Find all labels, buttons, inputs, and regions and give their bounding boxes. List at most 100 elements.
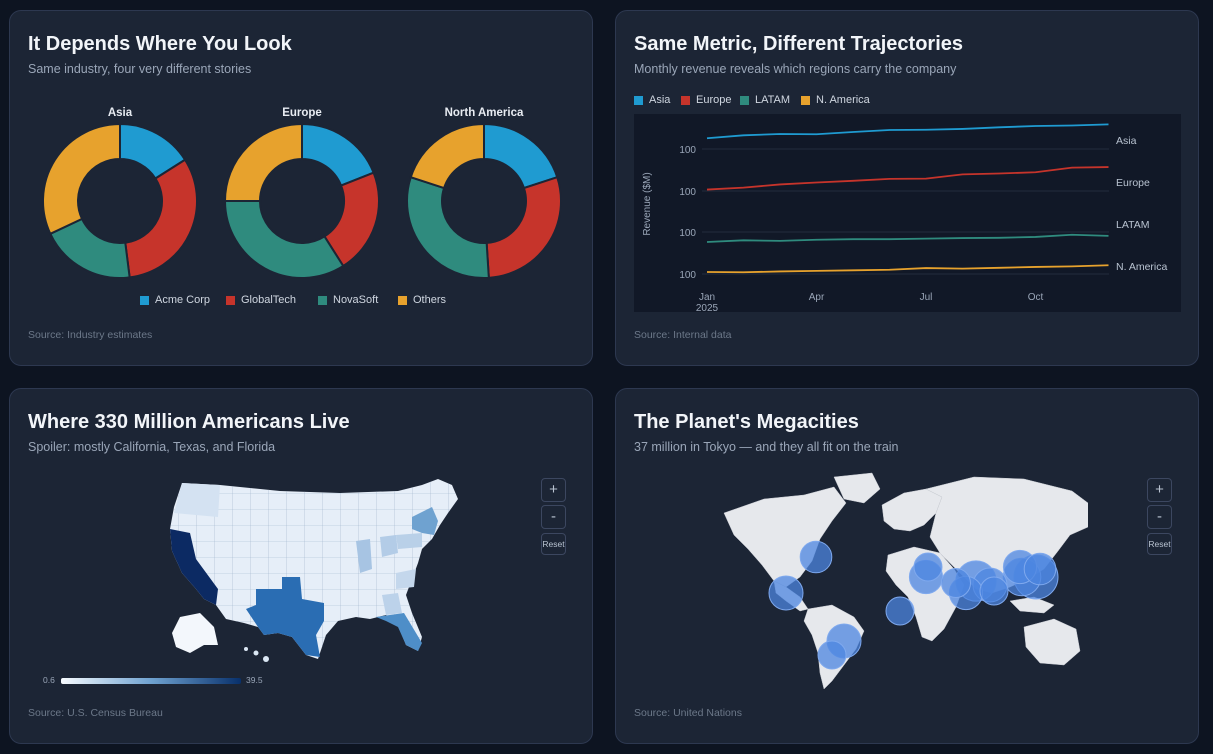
state-hawaii[interactable]: [253, 650, 259, 656]
series-end-label: Europe: [1116, 177, 1150, 189]
card-source: Source: Internal data: [634, 329, 732, 341]
donut-slice-others[interactable]: [223, 122, 303, 202]
state-pennsylvania[interactable]: [396, 533, 422, 549]
zoom-reset-button[interactable]: Reset: [541, 533, 566, 555]
state-alaska[interactable]: [172, 613, 218, 653]
donut-slice-novasoft[interactable]: [223, 200, 345, 279]
legend-swatch: [681, 95, 690, 105]
legend-item-europe[interactable]: Europe: [681, 94, 731, 106]
city-bubble-kolkata[interactable]: [979, 576, 1009, 606]
colorbar-min-label: 0.6: [43, 675, 55, 685]
zoom-reset-button[interactable]: Reset: [1147, 533, 1172, 555]
series-line-europe[interactable]: [706, 166, 1109, 191]
continent-north-america: [723, 486, 847, 588]
continent-indonesia: [1009, 596, 1055, 614]
card-title: It Depends Where You Look: [28, 33, 292, 55]
state-florida[interactable]: [376, 613, 422, 651]
donut-chart-card: It Depends Where You Look Same industry,…: [9, 10, 593, 366]
city-bubble-buenos-aires[interactable]: [817, 640, 847, 670]
state-california[interactable]: [170, 529, 218, 605]
series-line-asia[interactable]: [706, 123, 1109, 140]
donut-title: Asia: [108, 107, 133, 119]
line-chart-card: Same Metric, Different Trajectories Mont…: [615, 10, 1199, 366]
legend-swatch: [398, 295, 407, 305]
card-source: Source: United Nations: [634, 707, 742, 719]
legend-swatch: [226, 295, 235, 305]
legend-label: Acme Corp: [155, 294, 211, 306]
continent-australia: [1023, 618, 1081, 666]
legend-item-n-america[interactable]: N. America: [801, 94, 870, 106]
card-source: Source: Industry estimates: [28, 329, 153, 341]
legend-swatch: [801, 95, 810, 105]
donut-slice-acme-corp[interactable]: [483, 122, 559, 190]
city-bubble-osaka[interactable]: [1023, 552, 1057, 586]
legend-item-asia[interactable]: Asia: [634, 94, 670, 106]
card-title: Where 330 Million Americans Live: [28, 411, 350, 433]
donut-slice-globaltech[interactable]: [124, 158, 198, 279]
series-end-label: N. America: [1116, 261, 1168, 273]
legend-swatch: [634, 95, 643, 105]
world-map[interactable]: [704, 469, 1088, 691]
state-hawaii[interactable]: [263, 656, 269, 662]
donut-title: Europe: [282, 107, 322, 119]
donut-slice-others[interactable]: [409, 122, 485, 190]
series-line-n-america[interactable]: [706, 264, 1109, 274]
line-legend: Asia Europe LATAM N. America: [634, 94, 1034, 108]
series-end-label: Asia: [1116, 135, 1137, 147]
continent-greenland: [833, 472, 881, 504]
legend-item-globaltech[interactable]: GlobalTech: [226, 294, 296, 306]
choropleth-card: Where 330 Million Americans Live Spoiler…: [9, 388, 593, 744]
city-bubble-karachi[interactable]: [941, 568, 971, 598]
bubble-map-card: The Planet's Megacities 37 million in To…: [615, 388, 1199, 744]
city-bubbles: [768, 540, 1059, 670]
state-illinois[interactable]: [356, 539, 372, 573]
card-title: The Planet's Megacities: [634, 411, 859, 433]
donut-slice-others[interactable]: [42, 122, 121, 236]
x-tick-label: Jul: [920, 292, 933, 303]
state-washington[interactable]: [174, 483, 220, 517]
legend-label: LATAM: [755, 94, 791, 106]
state-hawaii[interactable]: [244, 647, 248, 651]
city-bubble-istanbul[interactable]: [913, 552, 943, 582]
legend-swatch: [140, 295, 149, 305]
card-title: Same Metric, Different Trajectories: [634, 33, 964, 55]
legend-label: Others: [413, 294, 447, 306]
legend-label: GlobalTech: [241, 294, 297, 306]
donut-slice-novasoft[interactable]: [406, 175, 490, 279]
legend-item-others[interactable]: Others: [398, 294, 446, 306]
state-texas[interactable]: [246, 577, 324, 657]
city-bubble-lagos[interactable]: [885, 596, 915, 626]
state-new-york[interactable]: [412, 507, 438, 535]
colorbar: [61, 678, 241, 684]
city-bubble-mexico-city[interactable]: [768, 575, 804, 611]
zoom-out-button[interactable]: -: [541, 505, 566, 529]
series-line-latam[interactable]: [706, 233, 1109, 243]
legend-label: NovaSoft: [333, 294, 379, 306]
zoom-in-button[interactable]: +: [1147, 478, 1172, 502]
card-subtitle: Spoiler: mostly California, Texas, and F…: [28, 440, 276, 454]
zoom-in-button[interactable]: +: [541, 478, 566, 502]
colorbar-max-label: 39.5: [246, 675, 263, 685]
x-tick-label: Jan: [699, 292, 715, 303]
state-georgia[interactable]: [382, 593, 402, 615]
x-tick-label: Apr: [809, 292, 825, 303]
card-subtitle: Same industry, four very different stori…: [28, 62, 252, 76]
y-axis-label: Revenue ($M): [642, 172, 653, 235]
state-ohio[interactable]: [380, 535, 398, 557]
zoom-out-button[interactable]: -: [1147, 505, 1172, 529]
donut-title: North America: [445, 107, 524, 119]
us-map[interactable]: [160, 477, 470, 667]
legend-item-acme-corp[interactable]: Acme Corp: [140, 294, 210, 306]
donut-charts: Asia Europe North America: [42, 107, 562, 279]
legend-swatch: [740, 95, 749, 105]
state-north-carolina[interactable]: [396, 569, 416, 589]
x-tick-label: 2025: [696, 303, 719, 312]
card-subtitle: Monthly revenue reveals which regions ca…: [634, 62, 957, 76]
y-tick-label: 100: [679, 270, 696, 281]
legend-item-latam[interactable]: LATAM: [740, 94, 790, 106]
donut-slice-globaltech[interactable]: [485, 175, 562, 279]
legend-item-novasoft[interactable]: NovaSoft: [318, 294, 378, 306]
city-bubble-new-york[interactable]: [799, 540, 833, 574]
card-source: Source: U.S. Census Bureau: [28, 707, 163, 719]
